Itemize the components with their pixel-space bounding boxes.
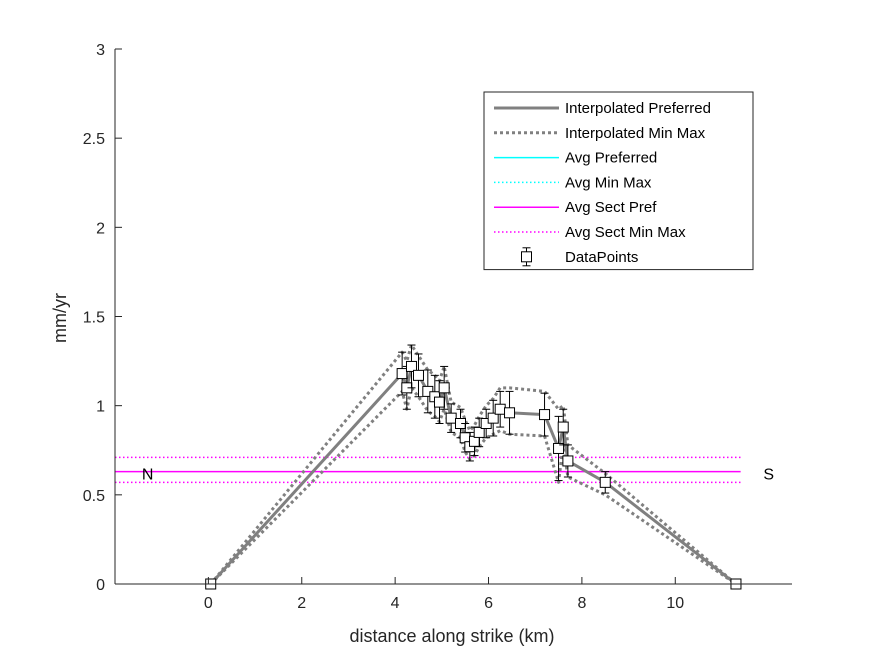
y-tick-label: 2 [96, 220, 105, 237]
annotation-s: S [763, 466, 774, 483]
y-tick-label: 3 [96, 42, 105, 59]
x-tick-label: 4 [391, 595, 400, 612]
data-point [553, 442, 565, 454]
legend-label-interpolated-min-max: Interpolated Min Max [565, 125, 706, 142]
data-point [487, 412, 499, 424]
y-tick-label: 0 [96, 577, 105, 594]
data-point [438, 382, 450, 394]
data-point [396, 368, 408, 380]
y-tick-label: 2.5 [83, 131, 105, 148]
data-point [473, 426, 485, 438]
x-tick-label: 0 [204, 595, 213, 612]
legend-label-interpolated-preferred: Interpolated Preferred [565, 100, 711, 117]
data-point [412, 369, 424, 381]
data-point [445, 412, 457, 424]
x-tick-label: 2 [297, 595, 306, 612]
data-point [405, 360, 417, 372]
legend: Interpolated Preferred Interpolated Min M… [483, 91, 754, 271]
y-tick-label: 1 [96, 399, 105, 416]
data-point [562, 455, 574, 467]
legend-label-datapoints: DataPoints [565, 249, 638, 266]
y-axis-title: mm/yr [50, 293, 70, 343]
legend-label-avg-sect-min-max: Avg Sect Min Max [565, 224, 686, 241]
annotation-n: N [142, 466, 154, 483]
data-point [494, 403, 506, 415]
legend-label-avg-sect-pref: Avg Sect Pref [565, 199, 657, 216]
x-tick-label: 6 [484, 595, 493, 612]
data-point [504, 407, 516, 419]
x-tick-label: 10 [666, 595, 684, 612]
axes: 0 0.5 1 1.5 2 2.5 3 0 2 4 6 8 10 [83, 42, 792, 612]
data-point [433, 396, 445, 408]
legend-label-avg-min-max: Avg Min Max [565, 174, 652, 191]
legend-box [483, 91, 754, 271]
legend-label-avg-preferred: Avg Preferred [565, 150, 657, 167]
y-tick-label: 1.5 [83, 310, 105, 327]
data-point [599, 476, 611, 488]
x-axis-title: distance along strike (km) [349, 626, 554, 646]
legend-swatch-marker [521, 251, 532, 263]
data-point [539, 409, 551, 421]
x-tick-label: 8 [577, 595, 586, 612]
y-tick-label: 0.5 [83, 488, 105, 505]
data-point [557, 421, 569, 433]
